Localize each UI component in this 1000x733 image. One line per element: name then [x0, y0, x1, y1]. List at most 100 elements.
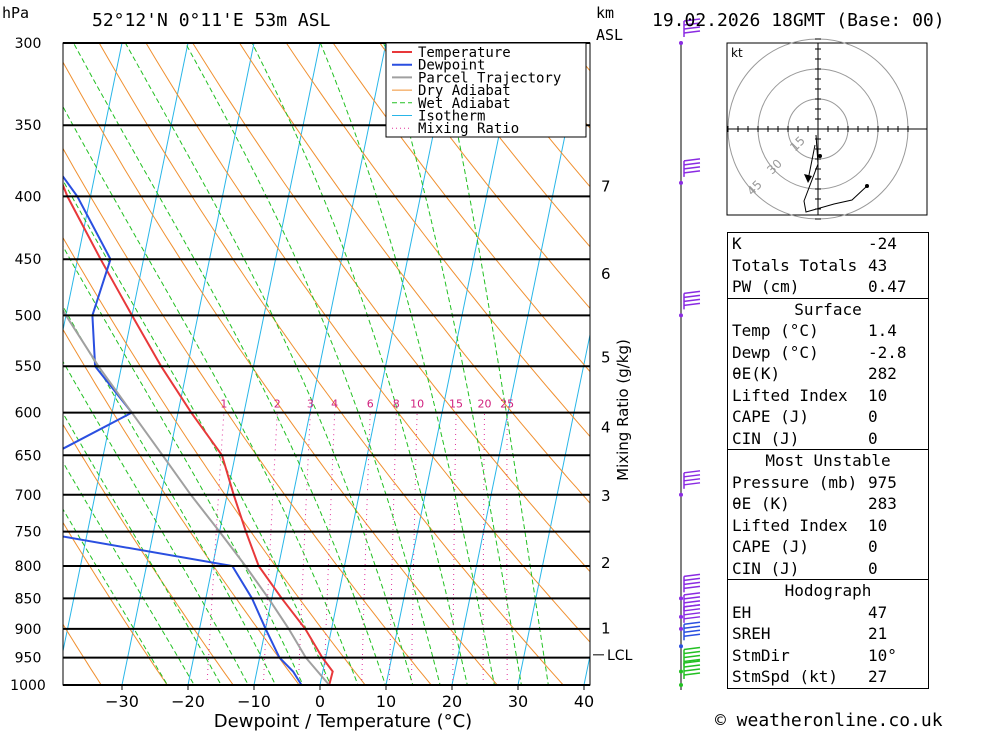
x-tick-label: 40 — [574, 692, 594, 711]
stmdir-value: 10° — [868, 645, 897, 665]
km-unit-label: km — [596, 4, 615, 22]
mu-cin-row: CIN (J) 0 — [728, 558, 928, 580]
hodograph-unit: kt — [731, 46, 743, 60]
legend-entry: Wet Adiabat — [418, 96, 511, 112]
mixing-ratio-value: 4 — [331, 398, 338, 411]
wind-barb — [683, 290, 701, 310]
dry-adiabat-line — [145, 43, 590, 643]
wind-barb — [683, 646, 701, 666]
dry-adiabat-line — [98, 43, 564, 685]
mu-cape-value: 0 — [868, 537, 878, 556]
dry-adiabat-line — [63, 328, 300, 685]
k-label: K — [732, 234, 742, 253]
plot-frame — [62, 42, 591, 686]
mixing-ratio-value: 2 — [274, 398, 281, 411]
lcl-label: LCL — [607, 648, 633, 664]
pressure-tick-label: 400 — [15, 189, 42, 205]
surface-title: Surface — [728, 297, 928, 321]
mu-pressure-row: Pressure (mb) 975 — [728, 472, 928, 494]
wind-barb-dot — [679, 180, 683, 185]
wind-barb-dot — [679, 614, 683, 619]
thetae-row: θE(K) 282 — [728, 363, 928, 385]
wind-barb-dot — [679, 41, 683, 45]
mu-cape-label: CAPE (J) — [732, 537, 810, 556]
stmspd-label: StmSpd (kt) — [732, 667, 838, 686]
tt-row: Totals Totals 43 — [728, 255, 928, 277]
hodograph-point — [865, 184, 869, 188]
indices-panel: K -24 Totals Totals 43 PW (cm) 0.47 Surface… — [727, 232, 929, 689]
mixing-ratio-line — [452, 412, 457, 685]
pressure-tick-label: 450 — [15, 252, 42, 268]
legend-entry: Parcel Trajectory — [418, 70, 561, 86]
pressure-tick-label: 950 — [15, 651, 42, 667]
mu-thetae-label: θE (K) — [732, 494, 790, 513]
wind-barb-dot — [679, 313, 683, 318]
stmdir-label: StmDir — [732, 645, 790, 665]
parcel-trajectory-profile — [63, 308, 330, 685]
li-row: Lifted Index 10 — [728, 385, 928, 407]
legend-entry: Dry Adiabat — [418, 83, 511, 99]
mu-cin-label: CIN (J) — [732, 558, 800, 578]
dry-adiabat-line — [63, 623, 102, 685]
wet-adiabat-line — [63, 508, 168, 685]
pressure-tick-label: 700 — [15, 488, 42, 504]
cin-row: CIN (J) 0 — [728, 428, 928, 450]
dry-adiabat-line — [192, 43, 590, 573]
sreh-row: SREH 21 — [728, 623, 928, 645]
km-tick-label: 5 — [601, 348, 611, 366]
pressure-tick-label: 750 — [15, 525, 42, 541]
wind-barb — [683, 592, 701, 611]
mixing-ratio-value: 1 — [220, 398, 227, 411]
temp-label: Temp (°C) — [732, 321, 819, 340]
wind-barb-dot — [679, 683, 683, 687]
stmspd-value: 27 — [868, 667, 888, 686]
k-value: -24 — [868, 234, 897, 253]
km-tick-label: 6 — [601, 265, 611, 283]
wind-barb — [683, 158, 701, 177]
x-tick-label: 20 — [442, 692, 462, 711]
wind-barb-dot — [679, 669, 683, 674]
dewpoint-profile — [63, 174, 303, 685]
wind-barb — [683, 660, 701, 679]
wind-barb-dot — [679, 596, 683, 601]
tt-value: 43 — [868, 255, 888, 275]
mixing-ratio-value: 10 — [410, 398, 424, 411]
wind-barb-dot — [679, 626, 683, 631]
k-row: K -24 — [728, 233, 928, 255]
mixing-ratio-value: 6 — [367, 398, 374, 411]
legend-entry: Mixing Ratio — [418, 121, 519, 137]
thetae-label: θE(K) — [732, 364, 781, 383]
pressure-tick-label: 900 — [15, 622, 42, 638]
mu-thetae-row: θE (K) 283 — [728, 493, 928, 515]
mixing-ratio-line — [482, 412, 485, 685]
sreh-label: SREH — [732, 624, 771, 643]
wet-adiabat-line — [72, 43, 386, 685]
mixing-ratio-value: 20 — [478, 398, 492, 411]
mu-li-row: Lifted Index 10 — [728, 515, 928, 537]
legend-entry: Dewpoint — [418, 58, 485, 74]
x-tick-label: 0 — [315, 692, 325, 711]
x-tick-label: −20 — [171, 692, 205, 711]
legend-box — [385, 42, 587, 138]
mixing-ratio-axis-title: Mixing Ratio (g/kg) — [614, 339, 632, 481]
mu-cin-value: 0 — [868, 558, 878, 578]
mixing-ratio-line — [297, 412, 311, 685]
mu-pressure-value: 975 — [868, 472, 897, 492]
km-tick-label: 1 — [601, 620, 611, 638]
dewp-row: Dewp (°C) -2.8 — [728, 342, 928, 364]
wet-adiabat-line — [63, 105, 359, 685]
isotherm-line — [187, 43, 321, 685]
km-tick-label: 4 — [601, 419, 611, 437]
temperature-profile — [63, 182, 334, 685]
wet-adiabat-line — [63, 305, 277, 685]
datetime-label: 19.02.2026 18GMT (Base: 00) — [652, 10, 945, 31]
pw-row: PW (cm) 0.47 — [728, 276, 928, 298]
x-tick-label: 10 — [376, 692, 396, 711]
wet-adiabat-line — [383, 43, 522, 685]
temp-row: Temp (°C) 1.4 — [728, 320, 928, 342]
wind-barb — [683, 470, 701, 489]
isotherm-line — [121, 43, 255, 685]
mixing-ratio-line — [506, 412, 508, 685]
mu-pressure-label: Pressure (mb) — [732, 472, 858, 492]
